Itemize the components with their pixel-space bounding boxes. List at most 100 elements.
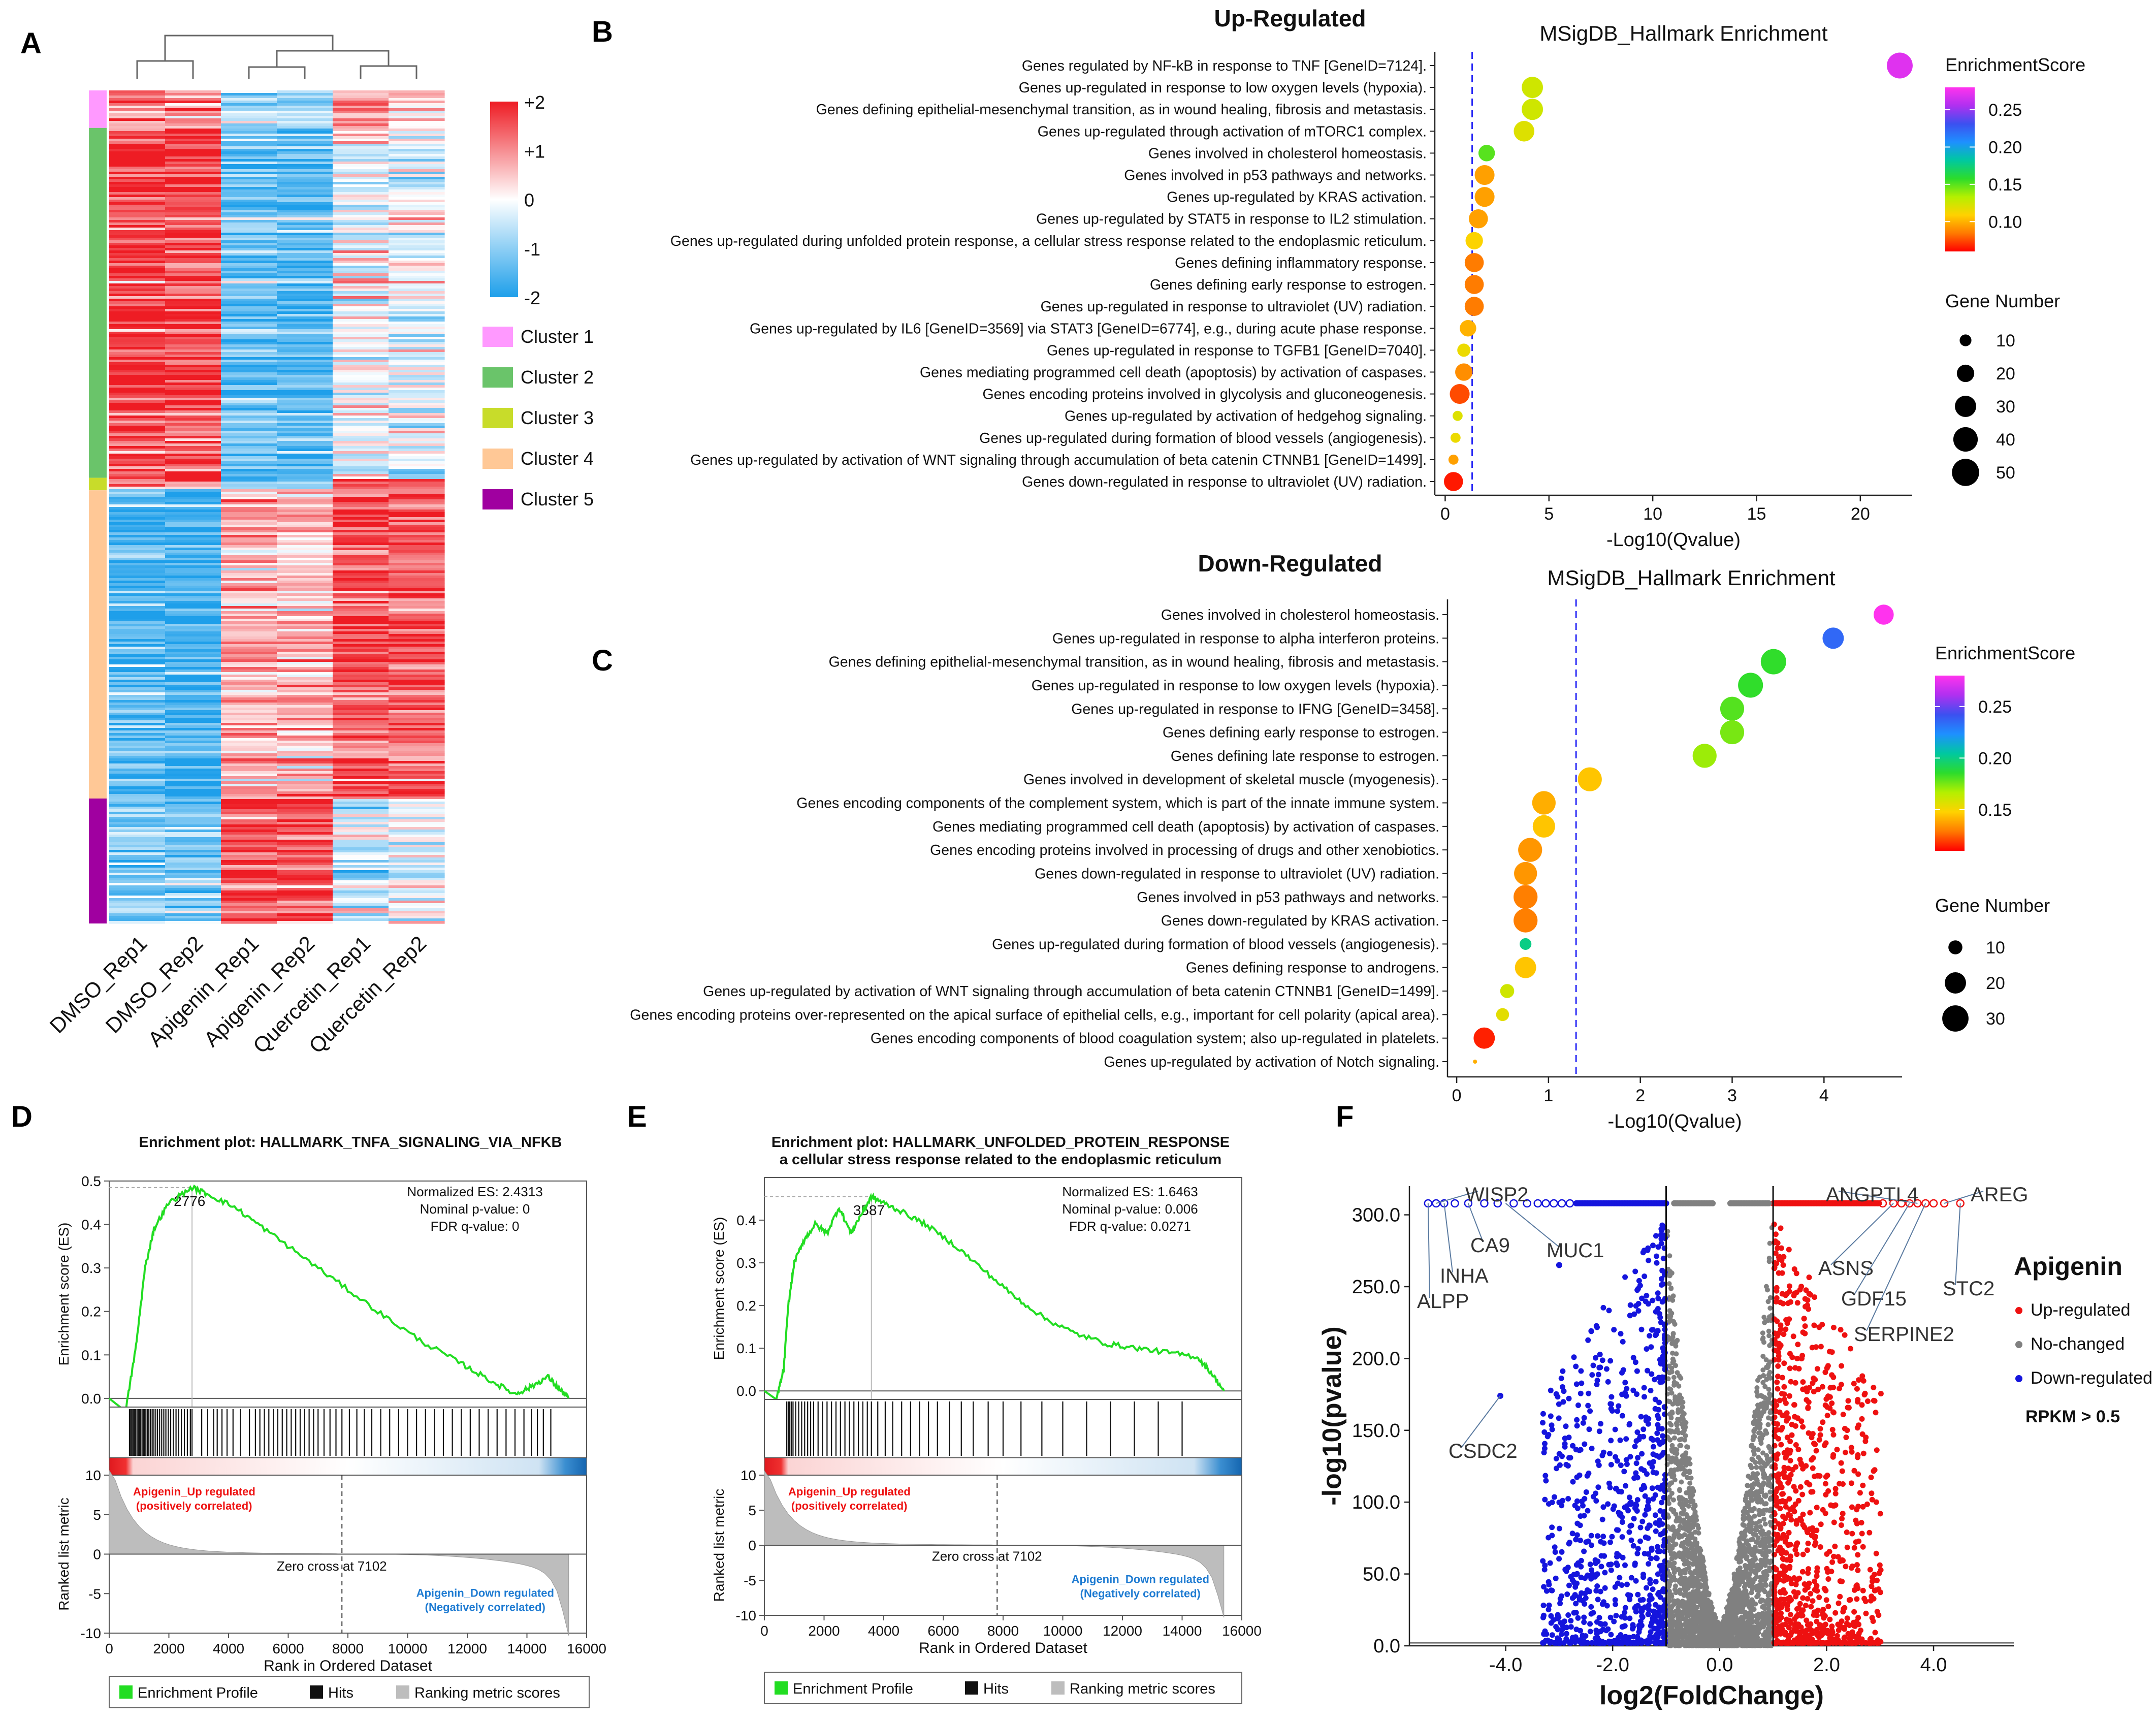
gsea-statistic: Nominal p-value: 0 — [420, 1201, 530, 1217]
gsea-legend-label: Ranking metric scores — [414, 1685, 560, 1701]
heatmap-cell — [277, 426, 333, 429]
heatmap-cell — [109, 245, 166, 248]
heatmap-cell — [109, 235, 166, 238]
heatmap-cell — [277, 687, 333, 690]
heatmap-cell — [165, 781, 221, 784]
heatmap-cell — [277, 847, 333, 850]
heatmap-cell — [277, 852, 333, 855]
heatmap-cell — [109, 164, 166, 167]
heatmap-cell — [221, 715, 277, 718]
volcano-point — [1764, 1430, 1769, 1436]
heatmap-cell — [389, 476, 445, 480]
volcano-point — [1762, 1559, 1768, 1565]
heatmap-cell — [389, 906, 445, 909]
volcano-point — [1754, 1385, 1760, 1390]
heatmap-cell — [165, 192, 221, 195]
heatmap-cell — [221, 893, 277, 896]
es-y-tick-label: 0.3 — [81, 1260, 101, 1276]
heatmap-cell — [333, 291, 389, 294]
heatmap-cell — [389, 532, 445, 535]
heatmap-cell — [109, 113, 166, 116]
heatmap-cell — [277, 497, 333, 500]
y-tick-label: 300.0 — [1352, 1205, 1400, 1226]
heatmap-cell — [221, 332, 277, 335]
heatmap-cell — [333, 715, 389, 718]
heatmap-cell — [109, 883, 166, 886]
enrichment-bubble — [1822, 627, 1844, 649]
metric-y-tick-label: 0 — [748, 1538, 756, 1553]
heatmap-cell — [333, 388, 389, 391]
heatmap-cell — [221, 235, 277, 238]
heatmap-cell — [389, 921, 445, 924]
heatmap-cell — [389, 248, 445, 251]
heatmap-cell — [333, 438, 389, 441]
heatmap-cell — [109, 794, 166, 797]
heatmap-cell — [389, 95, 445, 99]
heatmap-cell — [277, 403, 333, 406]
volcano-point — [1677, 1501, 1683, 1507]
heatmap-cell — [165, 857, 221, 860]
heatmap-cell — [277, 416, 333, 419]
heatmap-cell — [389, 548, 445, 551]
heatmap-cell — [389, 850, 445, 853]
heatmap-cell — [277, 294, 333, 297]
heatmap-cell — [389, 268, 445, 271]
heatmap-cell — [389, 316, 445, 320]
heatmap-cell — [389, 134, 445, 137]
heatmap-cell — [333, 517, 389, 520]
heatmap-cell — [109, 824, 166, 827]
heatmap-cell — [333, 515, 389, 518]
heatmap-cell — [333, 784, 389, 787]
volcano-point — [1680, 1399, 1686, 1405]
volcano-point — [1767, 1481, 1773, 1486]
heatmap-cell — [109, 743, 166, 746]
volcano-point — [1747, 1627, 1753, 1633]
heatmap-cell — [221, 362, 277, 365]
volcano-point — [1667, 1296, 1672, 1301]
enrichment-bubble — [1448, 455, 1459, 465]
heatmap-cell — [165, 375, 221, 378]
heatmap-cell — [389, 479, 445, 482]
heatmap-cell — [277, 893, 333, 896]
heatmap-cell — [389, 720, 445, 723]
volcano-point — [1754, 1477, 1759, 1482]
heatmap-cell — [277, 431, 333, 434]
heatmap-cell — [277, 146, 333, 149]
heatmap-cell — [389, 649, 445, 652]
volcano-point — [1761, 1340, 1766, 1345]
heatmap-cell — [221, 339, 277, 342]
heatmap-cell — [333, 624, 389, 627]
heatmap-cell — [109, 591, 166, 594]
heatmap-cell — [277, 139, 333, 142]
heatmap-cell — [333, 822, 389, 825]
heatmap-cell — [109, 248, 166, 251]
heatmap-cell — [333, 139, 389, 142]
enrichment-heading: Down-Regulated — [1198, 550, 1382, 577]
volcano-point — [1758, 1561, 1764, 1567]
heatmap-cell — [165, 537, 221, 540]
heatmap-cell — [277, 306, 333, 309]
heatmap-cell — [389, 212, 445, 215]
volcano-point — [1669, 1538, 1675, 1544]
heatmap-cell — [221, 545, 277, 548]
heatmap-cell — [333, 710, 389, 713]
heatmap-cell — [221, 90, 277, 93]
heatmap-cell — [221, 850, 277, 853]
heatmap-cell — [221, 875, 277, 878]
heatmap-cell — [277, 558, 333, 561]
heatmap-cell — [221, 913, 277, 916]
heatmap-cell — [109, 796, 166, 800]
heatmap-cell — [389, 885, 445, 888]
term-label: Genes up-regulated in response to alpha … — [1052, 630, 1439, 647]
heatmap-cell — [221, 781, 277, 784]
heatmap-cell — [109, 212, 166, 215]
heatmap-cell — [277, 672, 333, 675]
heatmap-cell — [389, 522, 445, 525]
heatmap-cell — [109, 710, 166, 713]
heatmap-cell — [109, 603, 166, 607]
heatmap-cell — [389, 609, 445, 612]
heatmap-cell — [389, 593, 445, 596]
heatmap-cell — [333, 682, 389, 685]
heatmap-cell — [389, 405, 445, 408]
heatmap-cell — [389, 774, 445, 777]
